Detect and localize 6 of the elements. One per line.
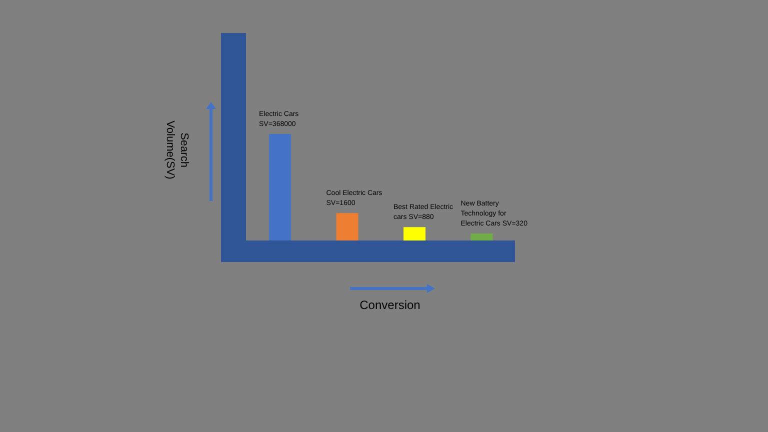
bar — [269, 134, 291, 241]
bar — [404, 227, 426, 241]
y-axis-title: Search Volume(SV) — [164, 120, 190, 180]
x-axis-title: Conversion — [358, 298, 422, 312]
bar — [470, 234, 493, 241]
bar — [336, 213, 358, 241]
